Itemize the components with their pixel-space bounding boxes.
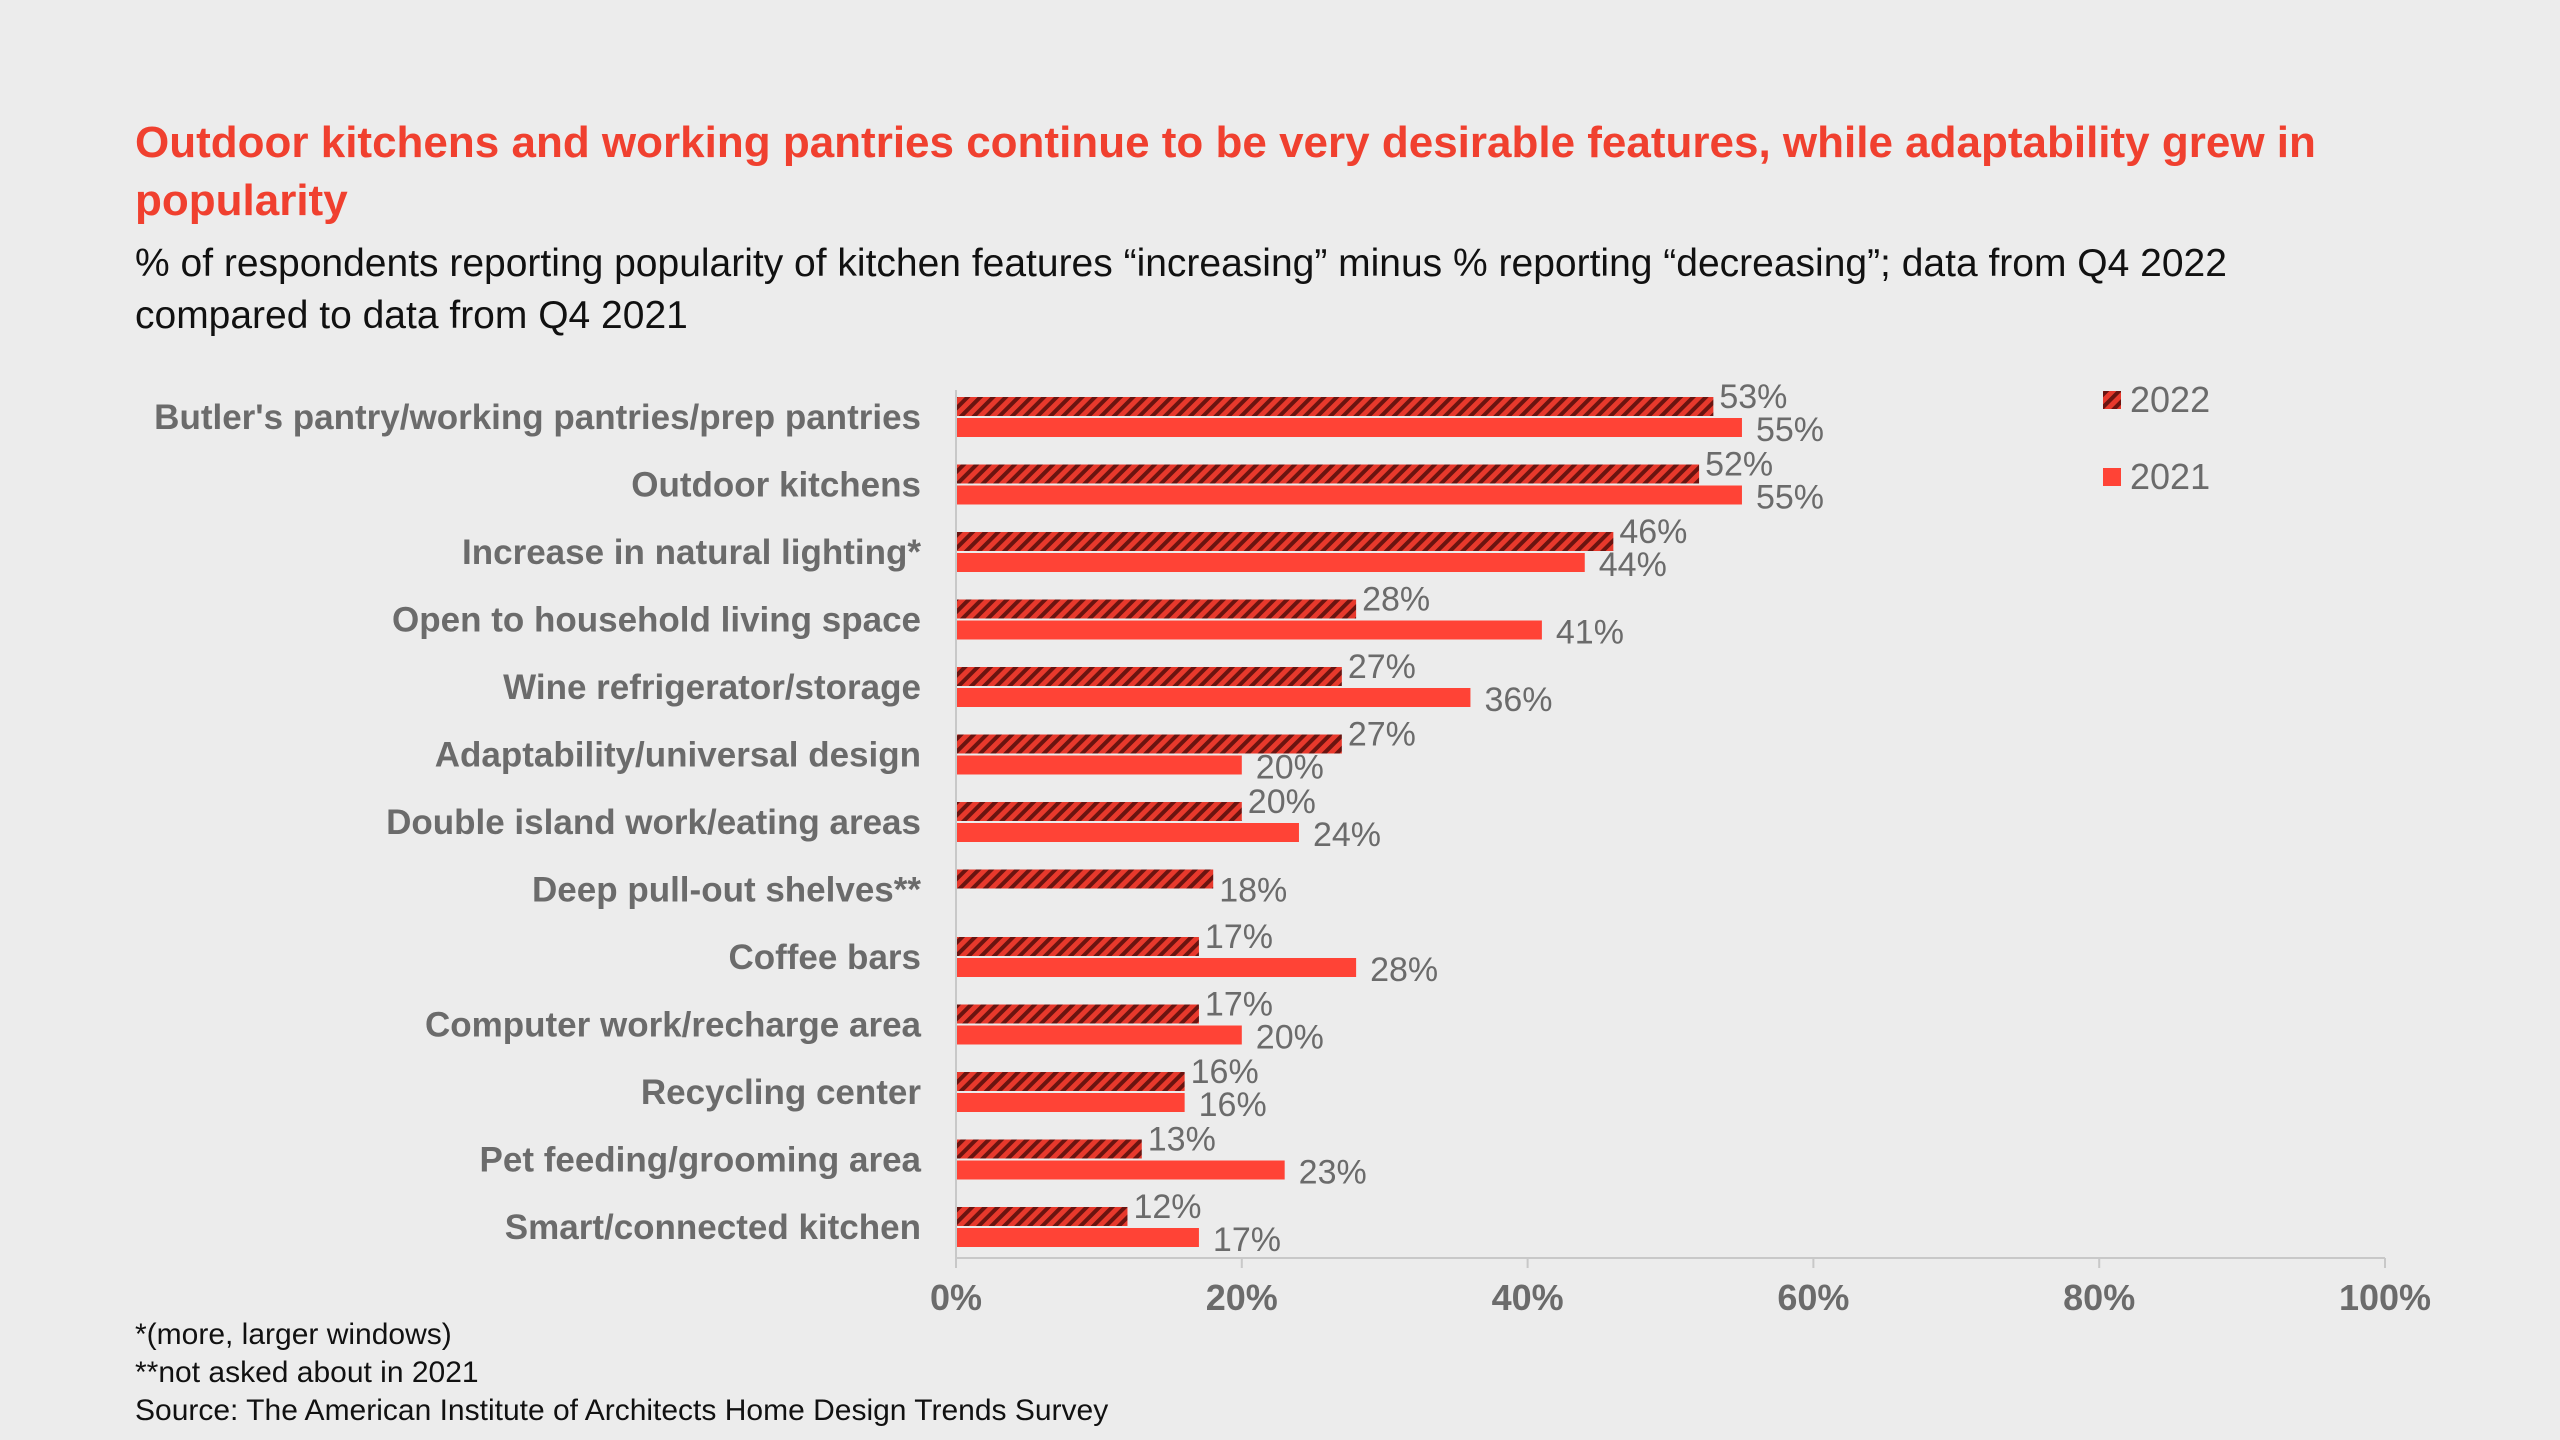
value-label-2022-coffee-bars: 17% <box>1205 918 1273 956</box>
bar-2022-computer-work-recharge-area <box>956 1004 1199 1024</box>
bar-2021-outdoor-kitchens <box>956 485 1742 505</box>
value-label-2021-adaptability-universal-design: 20% <box>1256 749 1324 787</box>
category-label-outdoor-kitchens: Outdoor kitchens <box>631 466 921 505</box>
bar-2021-wine-refrigerator-storage <box>956 688 1471 707</box>
source-note: Source: The American Institute of Archit… <box>135 1394 1109 1427</box>
value-label-2021-increase-in-natural-lighting: 44% <box>1599 546 1667 584</box>
bar-2022-coffee-bars <box>956 937 1199 956</box>
x-tick-label-20: 20% <box>1206 1277 1278 1318</box>
chart-title: Outdoor kitchens and working pantries co… <box>135 118 2316 225</box>
bar-2021-adaptability-universal-design <box>956 755 1242 775</box>
bar-2022-deep-pull-out-shelves <box>956 869 1214 889</box>
category-label-double-island-work-eating-areas: Double island work/eating areas <box>386 803 921 842</box>
x-tick-label-80: 80% <box>2063 1277 2135 1318</box>
bar-2021-increase-in-natural-lighting <box>956 553 1585 572</box>
footnotes: *(more, larger windows) **not asked abou… <box>135 1316 1108 1430</box>
bar-2021-computer-work-recharge-area <box>956 1025 1242 1045</box>
x-tick-label-0: 0% <box>930 1277 982 1318</box>
category-label-adaptability-universal-design: Adaptability/universal design <box>435 736 921 775</box>
value-label-2021-open-to-household-living-space: 41% <box>1556 614 1624 652</box>
labels-layer: Butler's pantry/working pantries/prep pa… <box>154 378 1824 1259</box>
bar-2021-pet-feeding-grooming-area <box>956 1160 1285 1180</box>
value-label-2022-smart-connected-kitchen: 12% <box>1133 1188 1201 1226</box>
chart-subtitle: % of respondents reporting popularity of… <box>135 242 2227 337</box>
value-label-2021-coffee-bars: 28% <box>1370 951 1438 989</box>
legend-label-2022: 2022 <box>2130 379 2210 420</box>
category-label-computer-work-recharge-area: Computer work/recharge area <box>425 1006 922 1045</box>
bar-2022-butler-s-pantry-working-pantries-prep-pantries <box>956 397 1714 416</box>
bar-2022-double-island-work-eating-areas <box>956 802 1242 821</box>
bar-2021-smart-connected-kitchen <box>956 1228 1199 1247</box>
bar-2021-recycling-center <box>956 1093 1185 1112</box>
bar-2021-coffee-bars <box>956 958 1357 977</box>
category-label-coffee-bars: Coffee bars <box>728 938 921 977</box>
category-label-smart-connected-kitchen: Smart/connected kitchen <box>505 1208 921 1247</box>
category-label-wine-refrigerator-storage: Wine refrigerator/storage <box>503 668 921 707</box>
legend-swatch-2022 <box>2103 391 2121 409</box>
value-label-2022-butler-s-pantry-working-pantries-prep-pantries: 53% <box>1719 378 1787 416</box>
x-tick-label-60: 60% <box>1777 1277 1849 1318</box>
value-label-2022-computer-work-recharge-area: 17% <box>1205 986 1273 1024</box>
value-label-2022-recycling-center: 16% <box>1191 1053 1259 1091</box>
value-label-2021-wine-refrigerator-storage: 36% <box>1484 681 1552 719</box>
value-label-2021-butler-s-pantry-working-pantries-prep-pantries: 55% <box>1756 411 1824 449</box>
bar-2021-butler-s-pantry-working-pantries-prep-pantries <box>956 418 1742 437</box>
value-label-2022-open-to-household-living-space: 28% <box>1362 581 1430 619</box>
value-label-2022-outdoor-kitchens: 52% <box>1705 446 1773 484</box>
bar-2022-open-to-household-living-space <box>956 599 1357 619</box>
category-label-butler-s-pantry-working-pantries-prep-pantries: Butler's pantry/working pantries/prep pa… <box>154 398 921 437</box>
category-label-increase-in-natural-lighting: Increase in natural lighting* <box>462 533 921 572</box>
footnote-windows: *(more, larger windows) <box>135 1318 452 1351</box>
category-label-pet-feeding-grooming-area: Pet feeding/grooming area <box>480 1141 922 1180</box>
bar-2022-wine-refrigerator-storage <box>956 667 1342 686</box>
category-label-open-to-household-living-space: Open to household living space <box>392 601 921 640</box>
bar-2021-open-to-household-living-space <box>956 620 1542 640</box>
value-label-2021-smart-connected-kitchen: 17% <box>1213 1221 1281 1259</box>
value-label-2021-computer-work-recharge-area: 20% <box>1256 1019 1324 1057</box>
x-tick-label-40: 40% <box>1492 1277 1564 1318</box>
category-label-recycling-center: Recycling center <box>641 1073 921 1112</box>
bar-2022-smart-connected-kitchen <box>956 1207 1128 1226</box>
value-label-2021-pet-feeding-grooming-area: 23% <box>1299 1154 1367 1192</box>
bar-2022-adaptability-universal-design <box>956 734 1342 754</box>
value-label-2021-double-island-work-eating-areas: 24% <box>1313 816 1381 854</box>
x-tick-label-100: 100% <box>2339 1277 2431 1318</box>
legend: 2022 2021 <box>2103 379 2210 497</box>
bar-2021-double-island-work-eating-areas <box>956 823 1299 842</box>
value-label-2022-increase-in-natural-lighting: 46% <box>1619 513 1687 551</box>
bar-2022-recycling-center <box>956 1072 1185 1091</box>
value-label-2022-pet-feeding-grooming-area: 13% <box>1148 1121 1216 1159</box>
bar-2022-increase-in-natural-lighting <box>956 532 1614 551</box>
value-label-2022-wine-refrigerator-storage: 27% <box>1348 648 1416 686</box>
value-label-2022-adaptability-universal-design: 27% <box>1348 716 1416 754</box>
bar-2022-outdoor-kitchens <box>956 464 1700 484</box>
value-label-2022-deep-pull-out-shelves: 18% <box>1219 872 1287 910</box>
value-label-2021-recycling-center: 16% <box>1199 1086 1267 1124</box>
category-label-deep-pull-out-shelves: Deep pull-out shelves** <box>532 871 921 910</box>
value-label-2021-outdoor-kitchens: 55% <box>1756 479 1824 517</box>
x-axis: 0% 20% 40% 60% 80% 100% <box>930 390 2431 1318</box>
legend-label-2021: 2021 <box>2130 456 2210 497</box>
bars-layer <box>956 397 1742 1247</box>
bar-2022-pet-feeding-grooming-area <box>956 1139 1142 1159</box>
footnote-not-asked: **not asked about in 2021 <box>135 1356 479 1389</box>
value-label-2022-double-island-work-eating-areas: 20% <box>1248 783 1316 821</box>
legend-swatch-2021 <box>2103 468 2121 486</box>
